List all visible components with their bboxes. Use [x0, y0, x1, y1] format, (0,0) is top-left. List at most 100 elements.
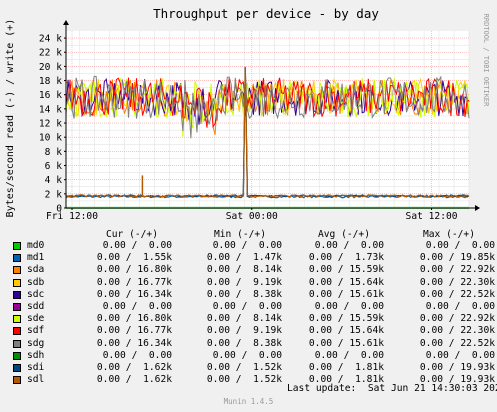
legend-value-max: 0.00 / 19.85k	[419, 252, 495, 264]
legend-value-max: 0.00 / 22.92k	[419, 313, 495, 325]
plot-area	[66, 31, 469, 208]
legend-series-name: sdb	[27, 276, 45, 288]
legend-value-min: 0.00 / 9.19k	[206, 325, 282, 337]
legend-series-name: sdi	[27, 362, 45, 373]
y-axis-label: Bytes/second read (-) / write (+)	[5, 19, 16, 218]
legend-value-cur: 0.00 / 16.34k	[96, 337, 172, 349]
legend-header-min: Min (-/+)	[214, 229, 266, 240]
legend-value-cur: 0.00 / 1.62k	[96, 374, 172, 386]
legend-value-max: 0.00 / 0.00	[425, 349, 495, 361]
legend-swatch	[13, 303, 21, 311]
legend-value-avg: 0.00 / 15.61k	[308, 288, 384, 300]
legend-series-name: sdf	[27, 325, 45, 337]
legend-value-max: 0.00 / 0.00	[425, 240, 495, 251]
legend-value-min: 0.00 / 0.00	[212, 301, 282, 312]
x-tick-label: Fri 12:00	[46, 211, 98, 222]
tick-labels: 0 2 k 4 k 6 k 8 k 10 k 12 k 14 k 16 k 18 k 20 k 22 …	[39, 34, 458, 222]
legend-row-md0: md0 0.00 / 0.00 0.00 / 0.00 0.00 / 0.00 0.00…	[0, 240, 497, 253]
legend-value-min: 0.00 / 8.38k	[206, 288, 282, 300]
legend-row-sdf: sdf 0.00 / 16.77k 0.00 / 9.19k 0.00 / 15.64…	[0, 325, 497, 338]
x-tick-label: Sat 00:00	[226, 211, 278, 222]
legend-value-cur: 0.00 / 0.00	[102, 240, 172, 251]
legend-value-avg: 0.00 / 0.00	[314, 301, 384, 312]
legend-series-name: md0	[27, 240, 45, 251]
y-tick-label: 22 k	[39, 48, 62, 59]
legend-series-name: sda	[27, 264, 45, 276]
legend-value-cur: 0.00 / 16.34k	[96, 288, 172, 300]
legend-series-name: md1	[27, 252, 45, 264]
legend-swatch	[13, 290, 21, 299]
legend-row-sdi: sdi 0.00 / 1.62k 0.00 / 1.52k 0.00 / 1.81k 0…	[0, 362, 497, 375]
y-tick-label: 8 k	[45, 147, 63, 158]
legend-value-max: 0.00 / 19.93k	[419, 374, 495, 386]
legend-row-md1: md1 0.00 / 1.55k 0.00 / 1.47k 0.00 / 1.73k 0…	[0, 252, 497, 265]
legend-series-name: sdh	[27, 349, 45, 361]
legend-header-max: Max (-/+)	[423, 229, 475, 240]
legend-value-cur: 0.00 / 1.55k	[96, 252, 172, 264]
y-tick-label: 6 k	[45, 161, 63, 172]
legend-value-min: 0.00 / 8.14k	[206, 264, 282, 276]
legend-value-min: 0.00 / 0.00	[212, 240, 282, 251]
legend-value-cur: 0.00 / 16.77k	[96, 276, 172, 288]
legend-series-name: sdg	[27, 337, 45, 349]
axes	[63, 20, 480, 211]
y-tick-label: 24 k	[39, 34, 62, 45]
legend-series-name: sde	[27, 313, 45, 325]
y-tick-label: 16 k	[39, 90, 62, 101]
legend-value-cur: 0.00 / 1.62k	[96, 362, 172, 373]
grid-lines	[66, 31, 470, 208]
legend-swatch	[13, 266, 21, 275]
series-line-sdg	[65, 75, 470, 139]
legend-row-sdl: sdl 0.00 / 1.62k 0.00 / 1.52k 0.00 / 1.81k 0…	[0, 374, 497, 387]
y-tick-label: 18 k	[39, 76, 62, 87]
y-tick-label: 0	[56, 204, 62, 215]
y-tick-label: 14 k	[39, 104, 62, 115]
legend-value-min: 0.00 / 8.38k	[206, 337, 282, 349]
legend-value-max: 0.00 / 22.52k	[419, 337, 495, 349]
legend-swatch	[13, 242, 21, 250]
y-tick-label: 20 k	[39, 62, 62, 73]
legend-value-avg: 0.00 / 0.00	[314, 349, 384, 361]
legend-value-min: 0.00 / 0.00	[212, 349, 282, 361]
legend-value-avg: 0.00 / 1.73k	[308, 252, 384, 264]
legend-value-avg: 0.00 / 0.00	[314, 240, 384, 251]
legend-value-avg: 0.00 / 15.64k	[308, 325, 384, 337]
legend-row-sdh: sdh 0.00 / 0.00 0.00 / 0.00 0.00 / 0.00 0.00…	[0, 349, 497, 363]
legend-swatch	[13, 339, 21, 348]
x-tick-label: Sat 12:00	[406, 211, 458, 222]
y-tick-label: 10 k	[39, 133, 62, 144]
legend-value-cur: 0.00 / 0.00	[102, 349, 172, 361]
legend-value-max: 0.00 / 19.93k	[419, 362, 495, 373]
legend-row-sdc: sdc 0.00 / 16.34k 0.00 / 8.38k 0.00 / 15.61…	[0, 288, 497, 302]
y-tick-label: 2 k	[45, 189, 63, 200]
legend-value-cur: 0.00 / 16.80k	[96, 264, 172, 276]
legend-series-name: sdl	[27, 374, 45, 386]
legend-value-avg: 0.00 / 1.81k	[308, 374, 384, 386]
series-line-sdl	[65, 66, 470, 198]
legend-row-sda: sda 0.00 / 16.80k 0.00 / 8.14k 0.00 / 15.59…	[0, 264, 497, 277]
legend-value-min: 0.00 / 1.47k	[206, 252, 282, 264]
legend-value-avg: 0.00 / 15.64k	[308, 276, 384, 288]
legend-value-min: 0.00 / 9.19k	[206, 276, 282, 288]
legend-swatch	[13, 351, 21, 360]
legend-swatch	[13, 254, 21, 263]
legend-swatch	[13, 278, 21, 287]
legend-swatch	[13, 376, 21, 385]
legend-value-avg: 0.00 / 15.59k	[308, 313, 384, 325]
last-update: Last update: Sat Jun 21 14:30:03 2025	[287, 383, 497, 394]
throughput-chart: Throughput per device - by day Bytes/sec…	[5, 6, 490, 222]
legend-value-max: 0.00 / 22.92k	[419, 264, 495, 276]
y-tick-label: 4 k	[45, 175, 63, 186]
legend-value-min: 0.00 / 1.52k	[206, 362, 282, 373]
legend-series-name: sdd	[27, 301, 45, 312]
legend-row-sdb: sdb 0.00 / 16.77k 0.00 / 9.19k 0.00 / 15.64…	[0, 276, 497, 290]
legend-header-cur: Cur (-/+)	[106, 229, 158, 240]
rrdtool-credit: RRDTOOL / TOBI OETIKER	[482, 14, 490, 108]
y-tick-label: 12 k	[39, 119, 62, 130]
y-axis-arrow	[63, 20, 69, 25]
legend-swatch	[13, 315, 21, 324]
legend-series-name: sdc	[27, 288, 45, 300]
legend-value-max: 0.00 / 22.30k	[419, 276, 495, 288]
plot-background	[66, 31, 469, 208]
